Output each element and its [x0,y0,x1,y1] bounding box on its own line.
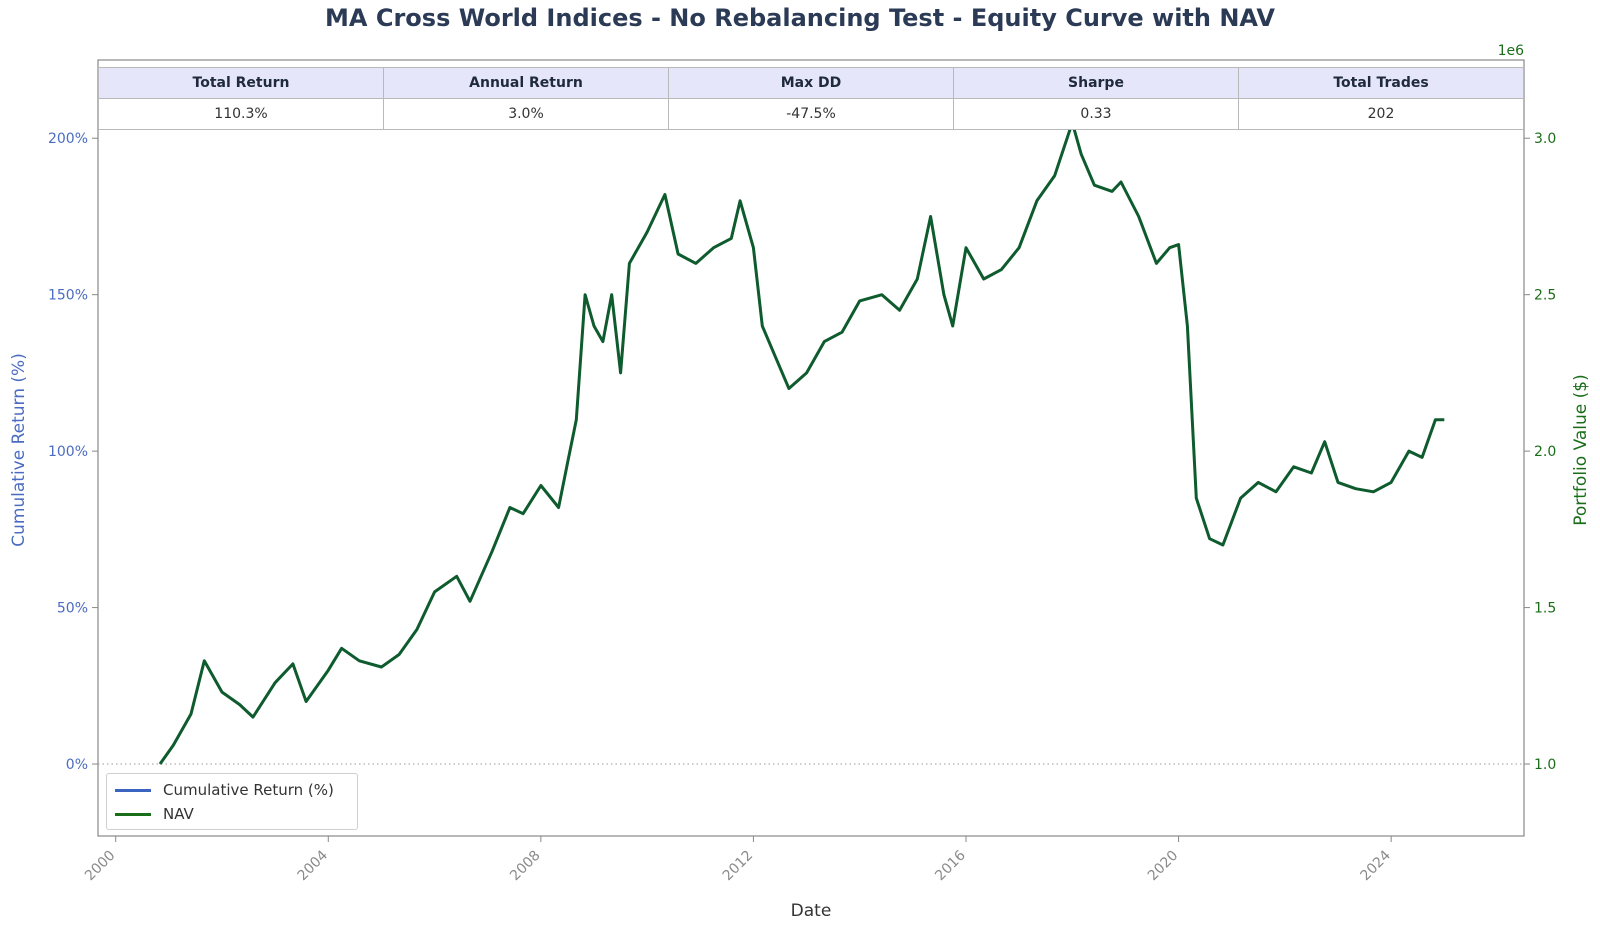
stats-value-row: 110.3% 3.0% -47.5% 0.33 202 [98,98,1524,130]
x-axis-label: Date [791,901,832,921]
x-tick-label: 2000 [82,848,119,885]
y-right-tick-label: 1.5 [1534,601,1556,617]
value-sharpe: 0.33 [953,98,1239,130]
x-tick-label: 2024 [1357,847,1394,884]
x-tick-label: 2008 [507,848,544,885]
y-left-tick-label: 200% [48,131,88,147]
legend-label-cumulative-return: Cumulative Return (%) [163,781,334,799]
y-axis-label-right: Portfolio Value ($) [1571,374,1591,526]
header-total-return: Total Return [98,67,384,99]
chart-title: MA Cross World Indices - No Rebalancing … [325,4,1275,32]
y-axis-right: 1.0 1.5 2.0 2.5 3.0 [1524,131,1556,773]
header-sharpe: Sharpe [953,67,1239,99]
y-left-tick-label: 100% [48,444,88,460]
value-total-trades: 202 [1238,98,1524,130]
legend-swatch-nav [115,812,151,816]
legend: Cumulative Return (%) NAV [106,773,358,830]
x-axis: 2000 2004 2008 2012 2016 2020 2024 [82,836,1394,884]
y-left-tick-label: 0% [66,757,88,773]
legend-label-nav: NAV [163,805,194,823]
header-annual-return: Annual Return [383,67,669,99]
stats-header-row: Total Return Annual Return Max DD Sharpe… [98,67,1524,99]
x-tick-label: 2016 [932,847,969,884]
plot-frame [97,59,1525,837]
y-left-tick-label: 50% [57,601,88,617]
x-tick-label: 2004 [295,847,332,884]
x-tick-label: 2020 [1145,848,1182,885]
header-total-trades: Total Trades [1238,67,1524,99]
header-max-dd: Max DD [668,67,954,99]
right-axis-multiplier: 1e6 [1498,43,1525,59]
nav-series-line [158,121,1445,765]
value-max-dd: -47.5% [668,98,954,130]
y-axis-left: 0% 50% 100% 150% 200% [48,131,98,773]
y-left-tick-label: 150% [48,288,88,304]
legend-swatch-cumulative-return [115,788,151,792]
y-right-tick-label: 3.0 [1534,131,1556,147]
legend-item-cumulative-return: Cumulative Return (%) [115,780,334,800]
y-right-tick-label: 2.5 [1534,288,1556,304]
legend-item-nav: NAV [115,804,194,824]
value-total-return: 110.3% [98,98,384,130]
stats-table: Total Return Annual Return Max DD Sharpe… [98,67,1524,130]
y-right-tick-label: 1.0 [1534,757,1556,773]
y-right-tick-label: 2.0 [1534,444,1556,460]
value-annual-return: 3.0% [383,98,669,130]
x-tick-label: 2012 [720,848,757,885]
y-axis-label-left: Cumulative Return (%) [9,353,29,547]
